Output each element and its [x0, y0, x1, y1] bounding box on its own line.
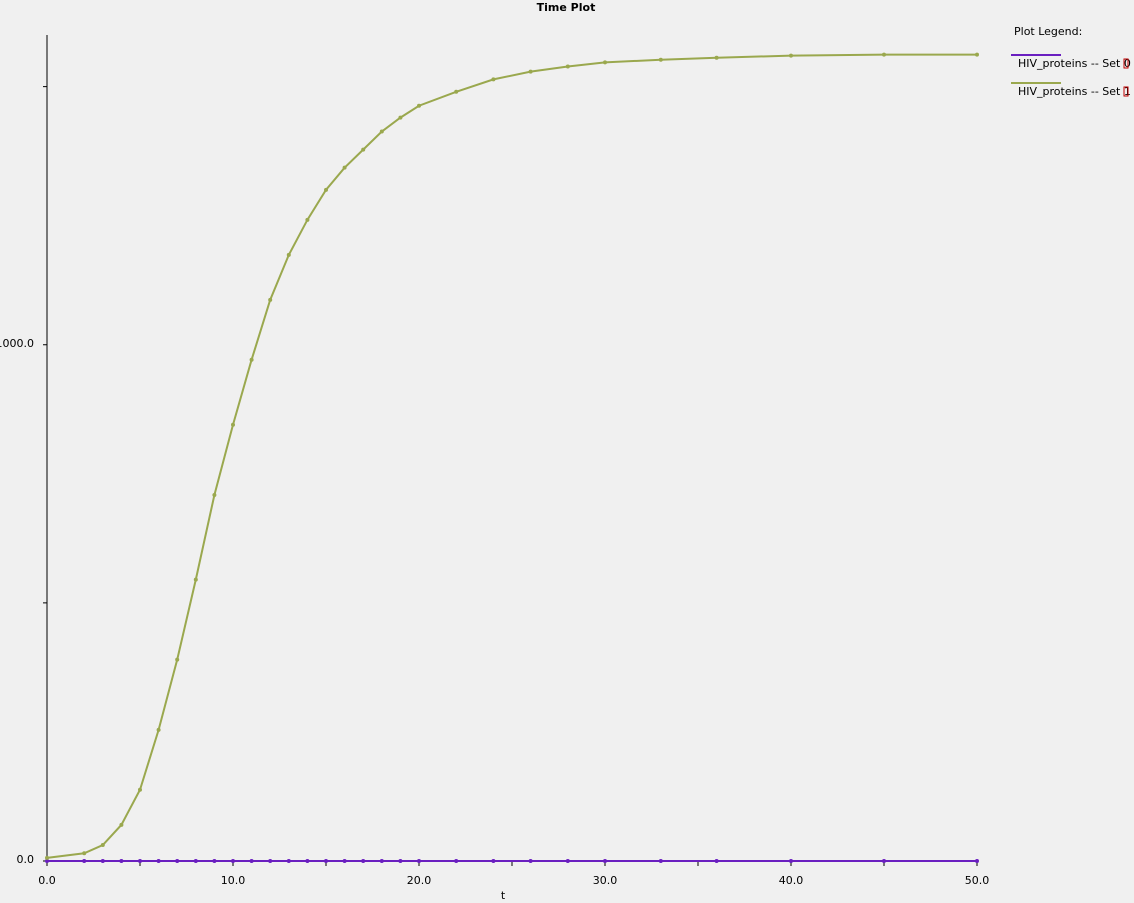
data-point — [249, 357, 254, 362]
series-line — [46, 53, 977, 859]
data-point — [305, 859, 310, 863]
data-point — [231, 422, 235, 427]
data-point — [286, 252, 291, 257]
data-point — [454, 859, 459, 863]
data-point — [212, 492, 217, 497]
data-point — [528, 69, 533, 74]
legend-icon — [1123, 86, 1129, 97]
legend-title: Plot Legend: — [1014, 25, 1082, 38]
data-point — [156, 859, 161, 863]
data-point — [417, 859, 421, 863]
data-point — [398, 115, 403, 120]
x-tick-label: 0.0 — [38, 874, 56, 887]
data-point — [417, 103, 421, 108]
data-point — [193, 859, 198, 863]
y-tick-label: 0.0 — [17, 853, 35, 866]
data-point — [789, 859, 793, 863]
x-tick-label: 10.0 — [221, 874, 246, 887]
data-point — [249, 859, 254, 863]
legend-icon — [1123, 58, 1129, 69]
x-tick-label: 40.0 — [779, 874, 804, 887]
data-point — [138, 859, 142, 863]
data-point — [324, 859, 328, 863]
data-point — [286, 859, 291, 863]
data-point — [45, 859, 49, 863]
data-point — [156, 727, 161, 732]
data-point — [379, 859, 384, 863]
data-point — [268, 297, 273, 302]
data-point — [361, 147, 366, 152]
data-point — [789, 53, 793, 58]
data-point — [138, 787, 142, 792]
data-point — [658, 57, 663, 62]
data-point — [379, 129, 384, 134]
data-point — [324, 187, 328, 192]
data-point — [658, 859, 663, 863]
data-point — [603, 60, 607, 65]
data-point — [175, 859, 180, 863]
data-point — [528, 859, 533, 863]
data-point — [454, 89, 459, 94]
data-point — [398, 859, 403, 863]
data-point — [193, 577, 198, 582]
data-point — [268, 859, 273, 863]
data-point — [212, 859, 217, 863]
x-tick-label: 20.0 — [407, 874, 432, 887]
chart-title: Time Plot — [537, 1, 596, 14]
x-tick-label: 30.0 — [593, 874, 618, 887]
x-tick-label: 50.0 — [965, 874, 990, 887]
data-point — [82, 851, 87, 856]
data-point — [714, 859, 719, 863]
data-point — [100, 859, 105, 863]
data-point — [882, 859, 886, 863]
data-point — [882, 52, 886, 57]
data-point — [603, 859, 607, 863]
data-point — [175, 657, 180, 662]
data-point — [361, 859, 366, 863]
data-point — [82, 859, 87, 863]
x-axis-label: t — [501, 889, 506, 902]
data-point — [565, 64, 570, 69]
legend-label: HIV_proteins -- Set 1 — [1018, 85, 1131, 98]
data-point — [119, 822, 124, 827]
data-point — [565, 859, 570, 863]
data-point — [342, 859, 347, 863]
data-point — [714, 55, 719, 60]
legend-label: HIV_proteins -- Set 0 — [1018, 57, 1131, 70]
data-point — [231, 859, 235, 863]
data-point — [342, 165, 347, 170]
data-point — [491, 859, 496, 863]
data-point — [100, 842, 105, 847]
data-point — [305, 217, 310, 222]
data-point — [975, 52, 979, 57]
data-point — [975, 859, 979, 863]
y-tick-label: 1000.0 — [0, 337, 34, 350]
data-point — [119, 859, 124, 863]
data-point — [491, 77, 496, 82]
data-point — [45, 855, 49, 860]
